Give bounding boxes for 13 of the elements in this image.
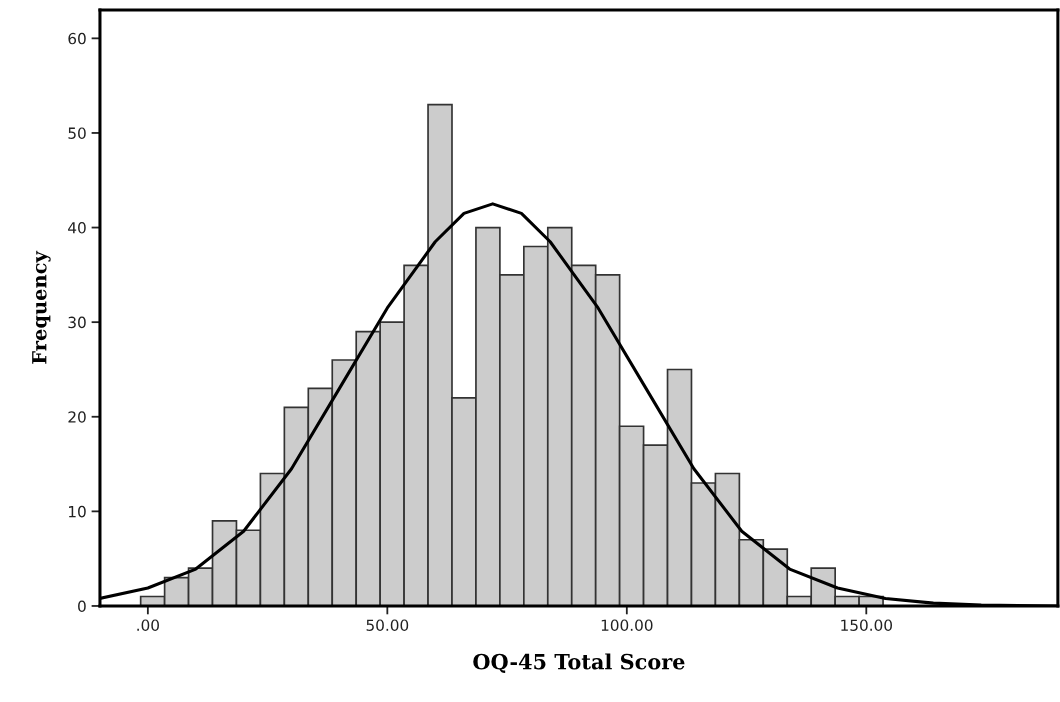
x-axis-title: OQ-45 Total Score — [473, 653, 685, 673]
x-tick-label: 50.00 — [366, 619, 409, 631]
x-tick-label: 100.00 — [601, 619, 653, 631]
y-axis-title: Frequency — [32, 250, 51, 364]
y-tick-label: 20 — [68, 411, 86, 423]
y-tick-label: 0 — [78, 600, 86, 612]
y-tick-label: 10 — [69, 505, 86, 518]
y-tick-label: 30 — [68, 316, 86, 329]
y-tick-label: 50 — [68, 127, 86, 139]
x-tick-label: 150.00 — [841, 619, 893, 631]
y-tick-label: 40 — [68, 222, 86, 234]
y-tick-label: 60 — [68, 32, 86, 45]
x-tick-label: .00 — [137, 619, 159, 631]
